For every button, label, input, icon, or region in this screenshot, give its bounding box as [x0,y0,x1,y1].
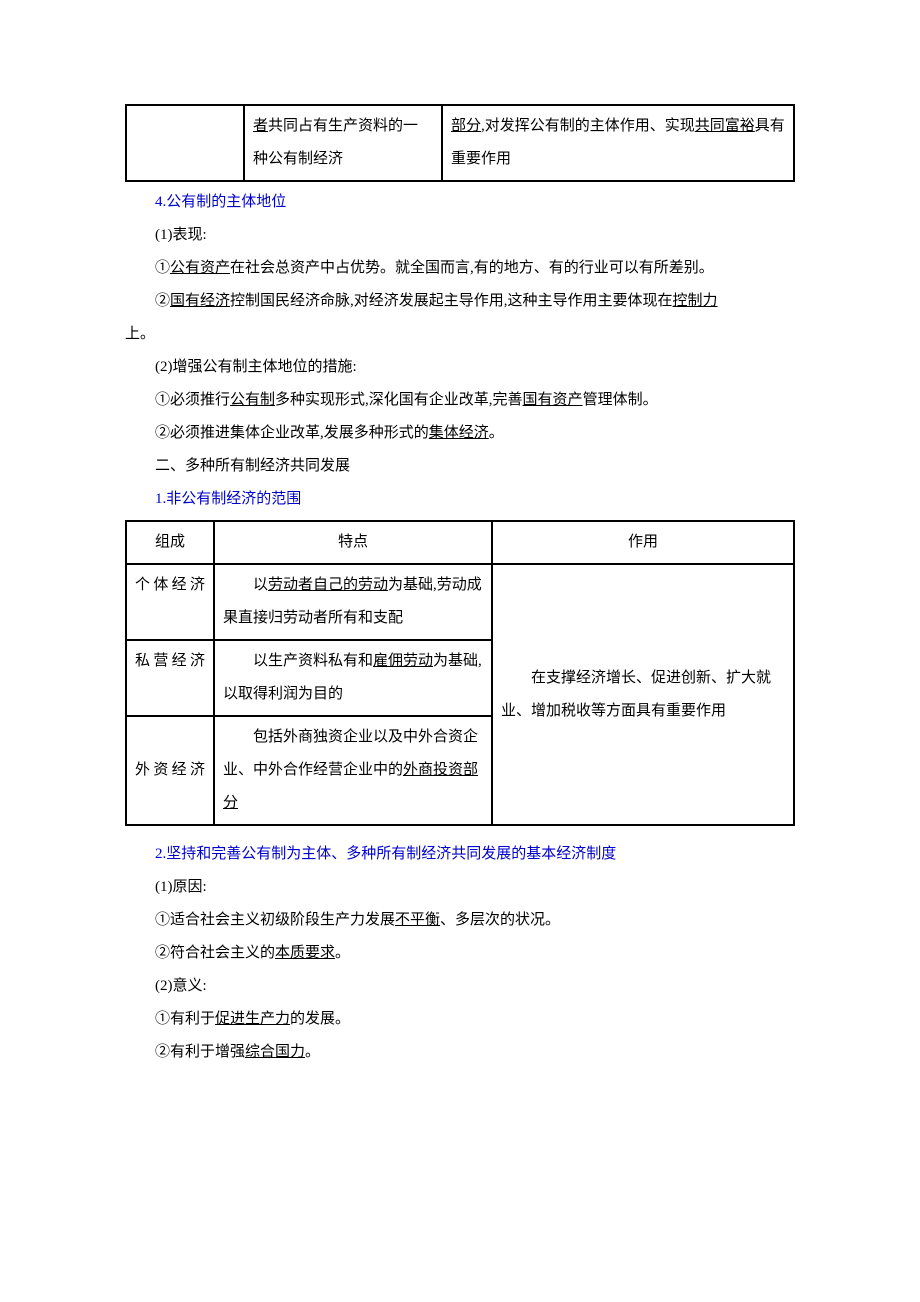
t1-c3: 部分,对发挥公有制的主体作用、实现共同富裕具有重要作用 [442,105,794,181]
p-1-5: ①必须推行公有制多种实现形式,深化国有企业改革,完善国有资产管理体制。 [125,384,795,417]
p-1-6: ②必须推进集体企业改革,发展多种形式的集体经济。 [125,417,795,450]
q1: (1)原因: [125,871,795,904]
q6: ②有利于增强综合国力。 [125,1036,795,1069]
t2-r2c2: 以生产资料私有和雇佣劳动为基础,以取得利润为目的 [214,640,492,716]
heading-4: 4.公有制的主体地位 [125,186,795,219]
p-1-4: (2)增强公有制主体地位的措施: [125,351,795,384]
t2-h3: 作用 [492,521,794,564]
q2: ①适合社会主义初级阶段生产力发展不平衡、多层次的状况。 [125,904,795,937]
t2-h1: 组成 [126,521,214,564]
t2-r1c1: 个体经济 [126,564,214,640]
heading-section2: 二、多种所有制经济共同发展 [125,450,795,483]
q4: (2)意义: [125,970,795,1003]
p-1-3: ②国有经济控制国民经济命脉,对经济发展起主导作用,这种主导作用主要体现在控制力 [125,285,795,318]
t1-c2: 者共同占有生产资料的一种公有制经济 [244,105,442,181]
heading-2-2: 2.坚持和完善公有制为主体、多种所有制经济共同发展的基本经济制度 [125,838,795,871]
t2-c3: 在支撑经济增长、促进创新、扩大就业、增加税收等方面具有重要作用 [492,564,794,825]
q3: ②符合社会主义的本质要求。 [125,937,795,970]
q5: ①有利于促进生产力的发展。 [125,1003,795,1036]
p-1-2: ①公有资产在社会总资产中占优势。就全国而言,有的地方、有的行业可以有所差别。 [125,252,795,285]
table-2: 组成 特点 作用 个体经济 以劳动者自己的劳动为基础,劳动成果直接归劳动者所有和… [125,520,795,826]
t2-r3c1: 外资经济 [126,716,214,825]
heading-2-1: 1.非公有制经济的范围 [125,483,795,516]
t2-r1c2: 以劳动者自己的劳动为基础,劳动成果直接归劳动者所有和支配 [214,564,492,640]
table-1: 者共同占有生产资料的一种公有制经济 部分,对发挥公有制的主体作用、实现共同富裕具… [125,104,795,182]
t1-c1 [126,105,244,181]
t2-r3c2: 包括外商独资企业以及中外合资企业、中外合作经营企业中的外商投资部分 [214,716,492,825]
p-1-1: (1)表现: [125,219,795,252]
p-1-3b: 上。 [125,318,795,351]
t2-h2: 特点 [214,521,492,564]
t2-r2c1: 私营经济 [126,640,214,716]
